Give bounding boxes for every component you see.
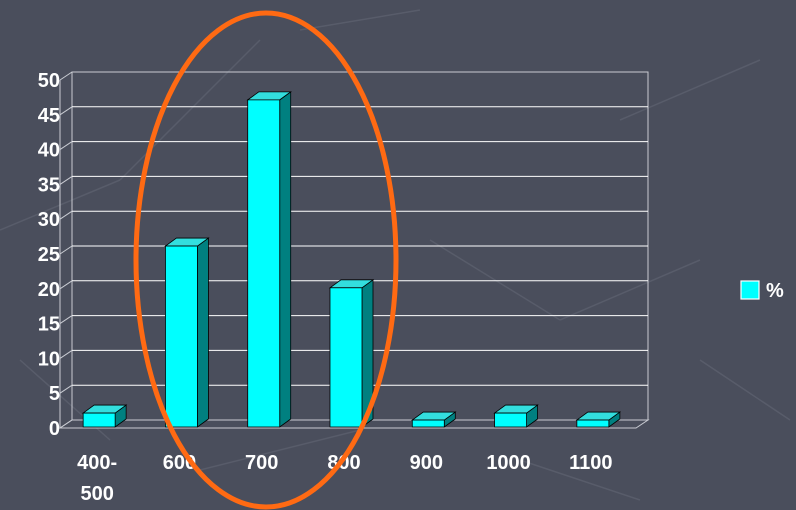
bar-front — [82, 412, 116, 428]
legend-label: % — [766, 280, 784, 302]
bar-group — [81, 91, 622, 428]
y-tick-label: 45 — [38, 105, 60, 127]
legend-swatch — [740, 280, 760, 300]
gridline-side — [59, 384, 73, 394]
gridline-side — [59, 141, 73, 151]
background-line — [119, 39, 261, 181]
y-tick-label: 15 — [38, 314, 60, 336]
bar-front — [576, 419, 610, 428]
bar-front — [247, 99, 281, 428]
y-tick-label: 30 — [38, 209, 60, 231]
bar-front — [165, 245, 198, 428]
background-line — [559, 259, 701, 321]
gridline-side — [59, 315, 73, 325]
y-tick-label: 20 — [38, 279, 60, 301]
bar — [164, 237, 210, 428]
gridline-side — [59, 210, 73, 220]
y-axis-ticks: 0 5 10 15 20 25 30 35 40 45 50 — [38, 70, 60, 440]
background-line — [299, 9, 421, 31]
gridline-side — [59, 175, 73, 185]
bar — [246, 91, 292, 428]
y-tick-label: 50 — [38, 70, 60, 92]
background-line — [619, 59, 761, 121]
gridline-side — [59, 71, 73, 81]
x-tick-label: 1100 — [569, 452, 612, 474]
bar — [328, 279, 375, 428]
gridline-side — [59, 280, 73, 290]
x-tick-label: 700 — [245, 452, 278, 474]
background-line — [429, 239, 561, 321]
background-line — [699, 359, 791, 421]
bar-front — [494, 412, 527, 428]
bar-side — [197, 237, 209, 428]
bar-side — [279, 91, 292, 428]
highlight-ellipse — [133, 10, 399, 510]
x-tick-label: 900 — [410, 452, 443, 474]
y-tick-label: 25 — [38, 244, 60, 266]
bar — [493, 404, 539, 428]
background-line — [199, 429, 361, 471]
bar-front — [411, 419, 445, 428]
bar-front — [329, 287, 363, 428]
y-tick-label: 10 — [38, 348, 60, 370]
legend: % — [740, 280, 784, 302]
plot-floor — [58, 419, 650, 429]
gridline-side — [59, 245, 73, 255]
y-tick-label: 5 — [49, 383, 60, 405]
gridline-side — [59, 106, 73, 116]
bar — [81, 404, 128, 428]
x-tick-label: 400-500 — [77, 452, 117, 505]
x-tick-label: 1000 — [486, 452, 531, 474]
y-tick-label: 0 — [49, 418, 60, 440]
bar — [575, 411, 622, 428]
bar — [411, 411, 457, 428]
y-tick-label: 35 — [38, 174, 60, 196]
gridline-side — [59, 349, 73, 359]
y-tick-label: 40 — [38, 140, 60, 162]
background-line — [519, 459, 641, 501]
